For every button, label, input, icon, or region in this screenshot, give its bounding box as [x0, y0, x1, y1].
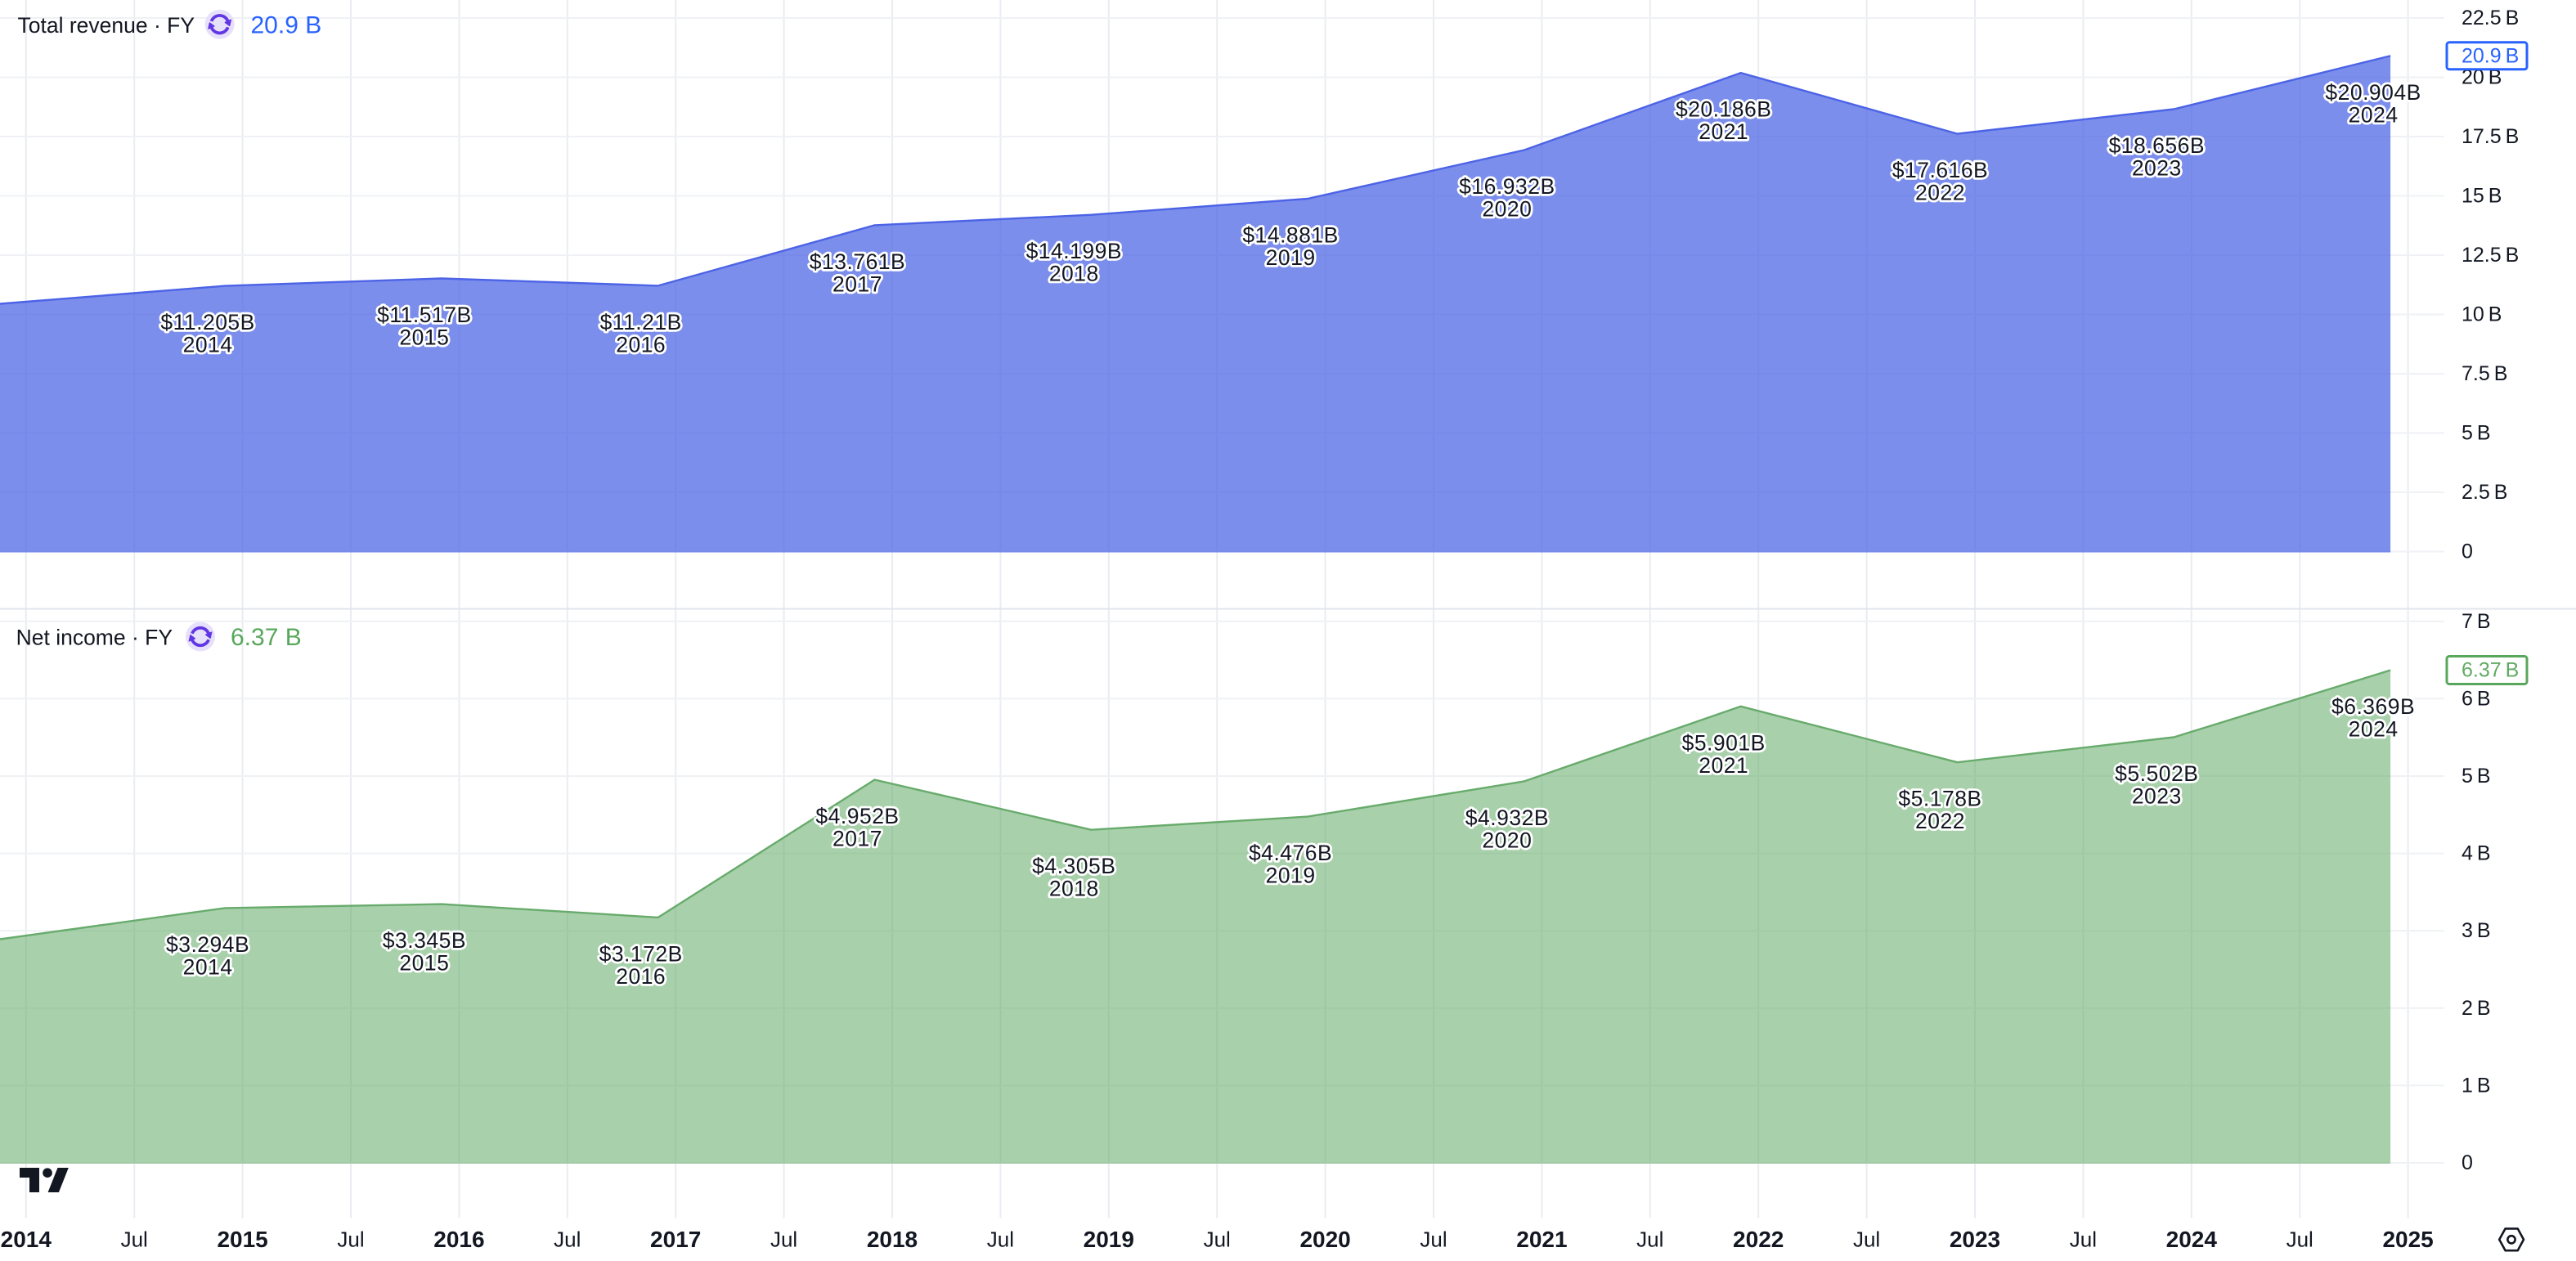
svg-text:15 B: 15 B [2462, 185, 2502, 208]
svg-text:Jul: Jul [121, 1227, 148, 1252]
svg-text:2016: 2016 [616, 332, 666, 357]
svg-text:2017: 2017 [832, 827, 882, 851]
svg-text:Jul: Jul [1853, 1227, 1880, 1252]
svg-text:2018: 2018 [1049, 877, 1099, 901]
svg-text:12.5 B: 12.5 B [2462, 244, 2519, 267]
svg-text:2.5 B: 2.5 B [2462, 481, 2507, 504]
svg-text:$6.369B: $6.369B [2331, 694, 2415, 719]
svg-text:$3.345B: $3.345B [383, 928, 466, 953]
svg-text:3 B: 3 B [2462, 919, 2491, 942]
svg-text:2015: 2015 [399, 325, 449, 350]
svg-text:$3.172B: $3.172B [599, 941, 683, 966]
svg-text:2020: 2020 [1299, 1227, 1350, 1252]
svg-text:17.5 B: 17.5 B [2462, 125, 2519, 148]
svg-text:2019: 2019 [1266, 245, 1316, 270]
svg-text:Net income · FY: Net income · FY [16, 626, 173, 650]
svg-text:$11.205B: $11.205B [160, 310, 255, 334]
svg-text:Total revenue · FY: Total revenue · FY [18, 13, 195, 38]
svg-text:1 B: 1 B [2462, 1074, 2491, 1097]
svg-text:6.37 B: 6.37 B [231, 624, 302, 651]
svg-text:Jul: Jul [337, 1227, 364, 1252]
svg-text:0: 0 [2462, 1151, 2473, 1174]
svg-text:2018: 2018 [1049, 262, 1099, 286]
svg-text:$3.294B: $3.294B [166, 932, 249, 957]
svg-text:2022: 2022 [1915, 809, 1965, 833]
svg-text:Jul: Jul [1420, 1227, 1447, 1252]
svg-text:Jul: Jul [2287, 1227, 2313, 1252]
svg-text:2020: 2020 [1482, 828, 1532, 852]
svg-text:7 B: 7 B [2462, 610, 2491, 633]
svg-text:4 B: 4 B [2462, 842, 2491, 865]
svg-text:$5.178B: $5.178B [1898, 787, 1981, 811]
svg-text:2021: 2021 [1699, 753, 1748, 778]
svg-text:$14.199B: $14.199B [1026, 239, 1122, 263]
svg-text:Jul: Jul [1204, 1227, 1231, 1252]
svg-text:$4.305B: $4.305B [1032, 854, 1115, 878]
svg-text:2024: 2024 [2349, 717, 2399, 742]
svg-text:$4.932B: $4.932B [1465, 806, 1549, 830]
svg-text:2014: 2014 [1, 1227, 52, 1252]
svg-text:Jul: Jul [1636, 1227, 1663, 1252]
svg-text:2016: 2016 [616, 964, 666, 989]
svg-text:2015: 2015 [217, 1227, 267, 1252]
svg-text:2022: 2022 [1915, 181, 1965, 205]
svg-text:$11.517B: $11.517B [377, 303, 472, 327]
svg-text:Jul: Jul [987, 1227, 1014, 1252]
svg-text:2023: 2023 [1950, 1227, 2000, 1252]
svg-text:$20.904B: $20.904B [2325, 80, 2421, 105]
svg-text:2 B: 2 B [2462, 997, 2491, 1020]
svg-text:2023: 2023 [2132, 784, 2182, 809]
svg-text:2021: 2021 [1699, 119, 1748, 144]
svg-text:$5.502B: $5.502B [2115, 761, 2198, 786]
svg-text:$20.186B: $20.186B [1676, 97, 1771, 122]
svg-text:2019: 2019 [1266, 864, 1316, 888]
svg-text:$4.952B: $4.952B [815, 804, 899, 828]
svg-text:2025: 2025 [2382, 1227, 2433, 1252]
svg-text:20.9 B: 20.9 B [251, 12, 322, 39]
svg-text:Jul: Jul [554, 1227, 581, 1252]
svg-text:0: 0 [2462, 541, 2473, 563]
svg-text:$16.932B: $16.932B [1459, 174, 1555, 199]
svg-text:Jul: Jul [770, 1227, 797, 1252]
svg-text:20.9 B: 20.9 B [2462, 44, 2519, 67]
svg-text:2024: 2024 [2166, 1227, 2218, 1252]
svg-text:2015: 2015 [399, 951, 449, 976]
svg-text:$17.616B: $17.616B [1892, 158, 1988, 182]
svg-text:6.37 B: 6.37 B [2462, 659, 2519, 682]
svg-text:Jul: Jul [2070, 1227, 2097, 1252]
svg-text:2021: 2021 [1516, 1227, 1567, 1252]
svg-text:7.5 B: 7.5 B [2462, 362, 2507, 385]
svg-text:2017: 2017 [832, 271, 882, 296]
svg-text:$5.901B: $5.901B [1682, 730, 1766, 755]
svg-text:5 B: 5 B [2462, 765, 2491, 788]
svg-text:2020: 2020 [1482, 197, 1532, 222]
svg-text:2023: 2023 [2132, 156, 2182, 181]
svg-text:2022: 2022 [1733, 1227, 1784, 1252]
svg-text:$4.476B: $4.476B [1249, 841, 1332, 865]
svg-text:$18.656B: $18.656B [2109, 133, 2205, 158]
svg-text:2019: 2019 [1084, 1227, 1134, 1252]
svg-text:2014: 2014 [183, 954, 233, 979]
svg-text:$11.21B: $11.21B [600, 310, 682, 334]
svg-text:2024: 2024 [2349, 102, 2399, 127]
svg-text:$14.881B: $14.881B [1242, 223, 1338, 248]
svg-text:6 B: 6 B [2462, 687, 2491, 710]
svg-text:2014: 2014 [183, 333, 233, 357]
svg-text:10 B: 10 B [2462, 303, 2502, 326]
svg-text:$13.761B: $13.761B [810, 249, 905, 274]
svg-text:5 B: 5 B [2462, 422, 2491, 445]
svg-text:2018: 2018 [867, 1227, 918, 1252]
svg-text:2017: 2017 [650, 1227, 701, 1252]
svg-text:2016: 2016 [433, 1227, 484, 1252]
svg-text:22.5 B: 22.5 B [2462, 7, 2519, 29]
